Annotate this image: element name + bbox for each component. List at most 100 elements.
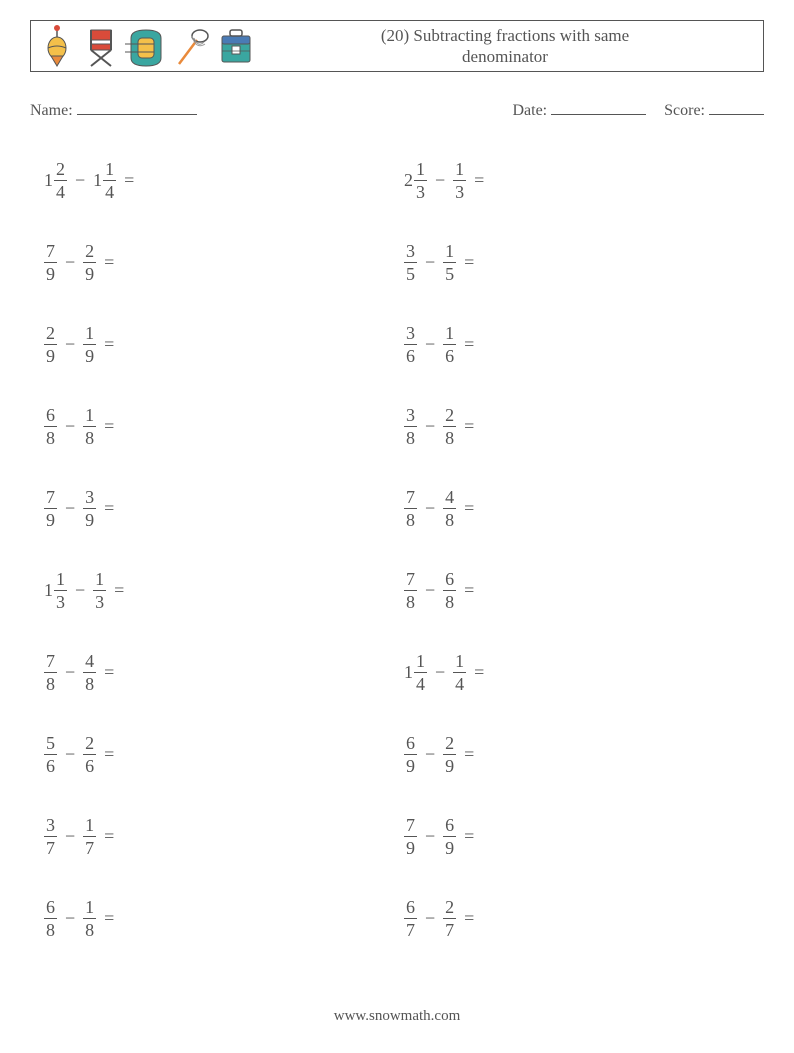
numerator: 1	[83, 406, 96, 426]
fraction: 36	[404, 324, 417, 365]
minus-operator: −	[435, 170, 445, 191]
denominator: 9	[44, 344, 57, 365]
denominator: 3	[414, 180, 427, 201]
denominator: 4	[453, 672, 466, 693]
minus-operator: −	[435, 662, 445, 683]
minus-operator: −	[425, 744, 435, 765]
equals-sign: =	[124, 170, 134, 191]
numerator: 4	[443, 488, 456, 508]
numerator: 1	[83, 324, 96, 344]
title-line-2: denominator	[462, 47, 548, 66]
numerator: 5	[44, 734, 57, 754]
fraction: 79	[404, 816, 417, 857]
name-blank[interactable]	[77, 100, 197, 115]
denominator: 5	[443, 262, 456, 283]
denominator: 9	[83, 344, 96, 365]
minus-operator: −	[65, 908, 75, 929]
numerator: 6	[404, 898, 417, 918]
equals-sign: =	[464, 826, 474, 847]
denominator: 9	[443, 836, 456, 857]
fraction: 18	[83, 898, 96, 939]
denominator: 8	[404, 590, 417, 611]
problem: 68−18=	[44, 894, 404, 942]
problem: 79−29=	[44, 238, 404, 286]
fraction: 13	[54, 570, 67, 611]
denominator: 9	[44, 262, 57, 283]
denominator: 3	[93, 590, 106, 611]
cooler-box-icon	[215, 24, 257, 68]
minus-operator: −	[425, 416, 435, 437]
minus-operator: −	[75, 170, 85, 191]
minus-operator: −	[65, 416, 75, 437]
fraction: 26	[83, 734, 96, 775]
whole-part: 1	[44, 170, 53, 191]
minus-operator: −	[65, 334, 75, 355]
fraction: 78	[44, 652, 57, 693]
numerator: 7	[44, 488, 57, 508]
numerator: 2	[54, 160, 67, 180]
problems-grid: 124−114=213−13=79−29=35−15=29−19=36−16=6…	[30, 138, 764, 942]
denominator: 3	[453, 180, 466, 201]
worksheet-page: (20) Subtracting fractions with same den…	[0, 0, 794, 1053]
problem: 78−48=	[404, 484, 764, 532]
fraction: 18	[83, 406, 96, 447]
numerator: 1	[54, 570, 67, 590]
denominator: 8	[404, 426, 417, 447]
fraction: 68	[44, 406, 57, 447]
score-blank[interactable]	[709, 100, 764, 115]
problem: 124−114=	[44, 156, 404, 204]
minus-operator: −	[65, 662, 75, 683]
equals-sign: =	[104, 826, 114, 847]
problem: 68−18 =	[44, 402, 404, 450]
equals-sign: =	[104, 744, 114, 765]
equals-sign: =	[104, 416, 114, 437]
score-label: Score:	[664, 102, 705, 119]
fraction: 39	[83, 488, 96, 529]
problem: 78−48=	[44, 648, 404, 696]
whole-part: 1	[44, 580, 53, 601]
fraction: 24	[54, 160, 67, 201]
equals-sign: =	[104, 252, 114, 273]
numerator: 7	[404, 816, 417, 836]
numerator: 1	[414, 652, 427, 672]
numerator: 1	[414, 160, 427, 180]
numerator: 1	[443, 324, 456, 344]
problem: 29−19=	[44, 320, 404, 368]
equals-sign: =	[104, 498, 114, 519]
fraction: 56	[44, 734, 57, 775]
name-field: Name:	[30, 100, 512, 120]
inflatable-boat-icon	[125, 24, 167, 68]
fraction: 14	[103, 160, 116, 201]
date-blank[interactable]	[551, 100, 646, 115]
fraction: 14	[453, 652, 466, 693]
numerator: 1	[453, 652, 466, 672]
numerator: 3	[404, 242, 417, 262]
worksheet-title: (20) Subtracting fractions with same den…	[257, 25, 763, 68]
fraction: 69	[443, 816, 456, 857]
fraction: 69	[404, 734, 417, 775]
denominator: 7	[44, 836, 57, 857]
whole-part: 1	[93, 170, 102, 191]
numerator: 2	[443, 406, 456, 426]
fraction: 14	[414, 652, 427, 693]
denominator: 8	[404, 508, 417, 529]
fraction: 16	[443, 324, 456, 365]
denominator: 8	[83, 426, 96, 447]
numerator: 4	[83, 652, 96, 672]
denominator: 8	[83, 918, 96, 939]
denominator: 9	[83, 262, 96, 283]
fraction: 79	[44, 488, 57, 529]
fraction: 28	[443, 406, 456, 447]
fraction: 38	[404, 406, 417, 447]
denominator: 9	[44, 508, 57, 529]
minus-operator: −	[425, 252, 435, 273]
numerator: 2	[44, 324, 57, 344]
numerator: 7	[44, 242, 57, 262]
denominator: 8	[443, 508, 456, 529]
minus-operator: −	[425, 498, 435, 519]
problem: 38−28=	[404, 402, 764, 450]
problem: 67−27=	[404, 894, 764, 942]
fraction: 35	[404, 242, 417, 283]
problem: 79−39=	[44, 484, 404, 532]
denominator: 6	[443, 344, 456, 365]
